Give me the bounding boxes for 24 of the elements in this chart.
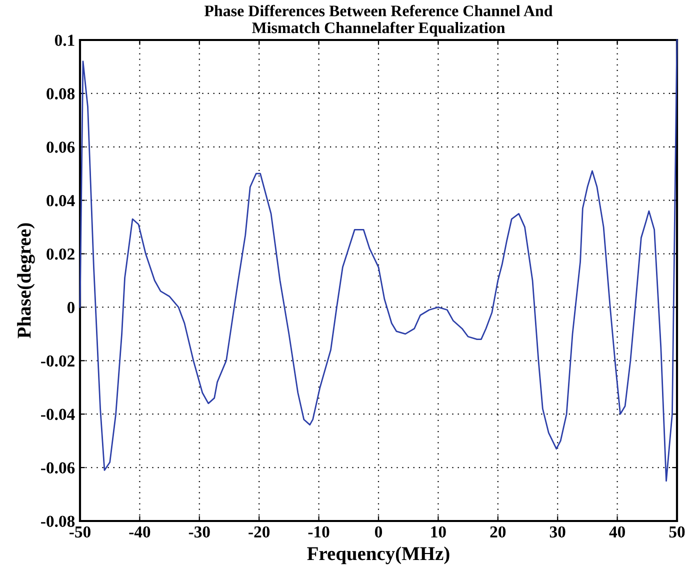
y-tick-label: 0.02 [46,248,74,260]
x-tick-label: 0 [374,526,382,538]
y-tick-label: 0 [67,302,75,314]
y-axis-title: Phase(degree) [17,223,35,338]
y-tick-label: -0.06 [41,462,75,474]
x-tick-label: -50 [70,526,90,538]
x-tick-label: 10 [431,526,446,538]
y-tick-label: -0.08 [41,516,75,528]
y-tick-label: 0.1 [54,34,74,46]
y-tick-label: 0.06 [46,142,75,153]
y-tick-label: -0.02 [41,355,74,367]
y-tick-label: -0.04 [41,408,75,420]
x-axis-title: Frequency(MHz) [307,546,450,564]
y-tick-label: 0.04 [46,195,75,206]
x-tick-label: -40 [129,526,150,538]
x-tick-label: -20 [248,526,270,538]
y-tick-label: 0.08 [46,88,75,100]
x-tick-label: 30 [550,526,566,538]
x-tick-label: 50 [669,526,685,538]
x-tick-label: -10 [308,526,330,538]
x-tick-label: -30 [188,526,210,538]
x-tick-label: 40 [609,526,625,538]
chart-title: Phase Differences Between Reference Channel And Mismatch Channelafter Equalization [204,4,553,36]
x-tick-label: 20 [490,526,506,538]
